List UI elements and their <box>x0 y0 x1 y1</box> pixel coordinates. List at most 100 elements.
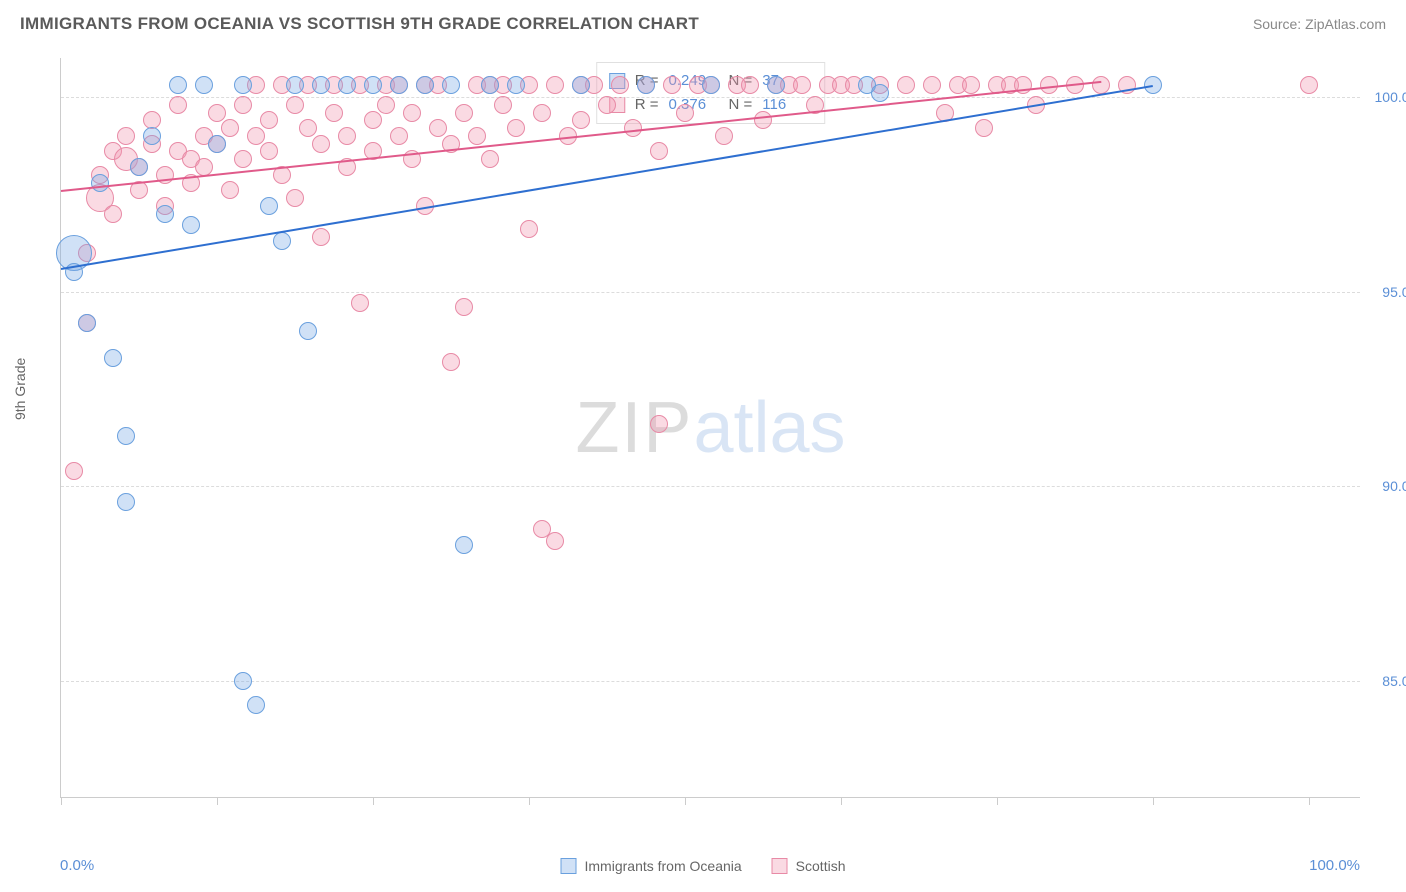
scatter-point <box>338 76 356 94</box>
scatter-point <box>403 104 421 122</box>
watermark-light: atlas <box>693 388 845 468</box>
scatter-point <box>169 76 187 94</box>
y-tick-label: 85.0% <box>1382 673 1406 689</box>
scatter-point <box>117 427 135 445</box>
scatter-point <box>286 76 304 94</box>
scatter-point <box>91 174 109 192</box>
scatter-point <box>104 349 122 367</box>
scatter-point <box>572 76 590 94</box>
title-bar: IMMIGRANTS FROM OCEANIA VS SCOTTISH 9TH … <box>20 14 1386 34</box>
scatter-point <box>767 76 785 94</box>
scatter-point <box>351 294 369 312</box>
x-tick <box>373 797 374 805</box>
scatter-point <box>312 135 330 153</box>
scatter-point <box>754 111 772 129</box>
scatter-point <box>741 76 759 94</box>
scatter-point <box>637 76 655 94</box>
scatter-point <box>312 228 330 246</box>
scatter-point <box>520 220 538 238</box>
scatter-point <box>260 142 278 160</box>
legend-bottom: Immigrants from Oceania Scottish <box>561 858 846 874</box>
scatter-point <box>195 76 213 94</box>
x-tick <box>997 797 998 805</box>
scatter-point <box>455 298 473 316</box>
scatter-point <box>923 76 941 94</box>
scatter-point <box>247 127 265 145</box>
scatter-point <box>299 322 317 340</box>
scatter-point <box>429 119 447 137</box>
scatter-point <box>468 127 486 145</box>
scatter-point <box>663 76 681 94</box>
scatter-point <box>286 189 304 207</box>
scatter-point <box>234 150 252 168</box>
scatter-point <box>455 536 473 554</box>
x-tick <box>841 797 842 805</box>
scatter-point <box>104 205 122 223</box>
gridline-h <box>61 97 1360 98</box>
gridline-h <box>61 292 1360 293</box>
scatter-point <box>442 353 460 371</box>
scatter-point <box>897 76 915 94</box>
x-axis-max-label: 100.0% <box>1309 857 1360 874</box>
scatter-point <box>221 181 239 199</box>
scatter-point <box>455 104 473 122</box>
legend-label: Scottish <box>796 858 846 874</box>
scatter-point <box>364 111 382 129</box>
watermark: ZIPatlas <box>575 387 845 469</box>
scatter-point <box>572 111 590 129</box>
scatter-point <box>624 119 642 137</box>
scatter-point <box>169 96 187 114</box>
scatter-point <box>208 135 226 153</box>
x-tick <box>529 797 530 805</box>
scatter-point <box>338 127 356 145</box>
scatter-point <box>156 205 174 223</box>
scatter-point <box>208 104 226 122</box>
scatter-point <box>1300 76 1318 94</box>
scatter-point <box>611 76 629 94</box>
legend-item: Immigrants from Oceania <box>561 858 742 874</box>
scatter-point <box>507 119 525 137</box>
source-attribution: Source: ZipAtlas.com <box>1253 16 1386 32</box>
scatter-point <box>377 96 395 114</box>
scatter-point <box>962 76 980 94</box>
scatter-point <box>299 119 317 137</box>
scatter-point <box>442 76 460 94</box>
scatter-point <box>481 76 499 94</box>
y-tick-label: 90.0% <box>1382 478 1406 494</box>
scatter-point <box>871 84 889 102</box>
legend-swatch <box>561 858 577 874</box>
scatter-point <box>793 76 811 94</box>
scatter-point <box>650 415 668 433</box>
scatter-point <box>325 104 343 122</box>
scatter-point <box>416 76 434 94</box>
scatter-point <box>650 142 668 160</box>
x-axis-min-label: 0.0% <box>60 857 94 874</box>
scatter-point <box>481 150 499 168</box>
legend-item: Scottish <box>772 858 846 874</box>
scatter-point <box>182 216 200 234</box>
x-tick <box>685 797 686 805</box>
scatter-point <box>273 232 291 250</box>
scatter-point <box>715 127 733 145</box>
legend-swatch <box>772 858 788 874</box>
gridline-h <box>61 486 1360 487</box>
x-tick <box>1153 797 1154 805</box>
watermark-bold: ZIP <box>575 388 693 468</box>
scatter-point <box>247 696 265 714</box>
scatter-point <box>676 104 694 122</box>
scatter-point <box>143 127 161 145</box>
scatter-point <box>507 76 525 94</box>
scatter-point <box>533 104 551 122</box>
y-axis-title: 9th Grade <box>12 358 28 420</box>
scatter-point <box>234 76 252 94</box>
scatter-point <box>234 96 252 114</box>
scatter-point <box>702 76 720 94</box>
scatter-point <box>117 127 135 145</box>
y-tick-label: 100.0% <box>1375 89 1406 105</box>
gridline-h <box>61 681 1360 682</box>
plot-area: ZIPatlas R =0.249N =37R =0.376N =116 85.… <box>60 58 1360 798</box>
chart-title: IMMIGRANTS FROM OCEANIA VS SCOTTISH 9TH … <box>20 14 699 34</box>
scatter-point <box>546 76 564 94</box>
x-tick <box>217 797 218 805</box>
scatter-point <box>364 76 382 94</box>
